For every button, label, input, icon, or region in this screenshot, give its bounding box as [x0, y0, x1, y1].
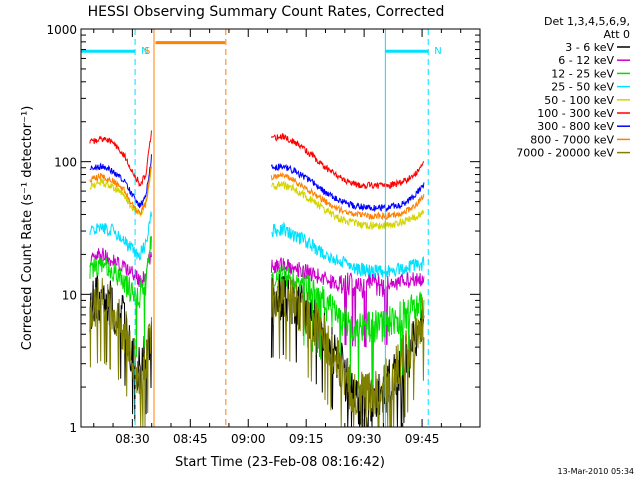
legend-entry: 3 - 6 keV: [565, 41, 630, 54]
x-tick-label: 09:30: [347, 432, 382, 446]
series-line-after-gap: [270, 171, 425, 221]
y-tick-label: 1000: [46, 23, 77, 37]
series-300-800-keV: [89, 154, 425, 213]
series-50-100-keV: [89, 167, 425, 231]
legend-header-2: Att 0: [604, 28, 630, 41]
legend-entry: 25 - 50 keV: [551, 81, 630, 94]
marker-label-3: S: [144, 46, 150, 57]
series-100-300-keV: [89, 130, 425, 190]
series-line-before-gap: [89, 154, 152, 209]
y-axis-label: Corrected Count Rate (s⁻¹ detector⁻¹): [20, 106, 35, 351]
legend-header-1: Det 1,3,4,5,6,9,: [544, 15, 630, 28]
plot-frame: [80, 28, 481, 428]
series-line-before-gap: [89, 277, 152, 427]
legend-entry: 300 - 800 keV: [537, 120, 630, 133]
x-axis-label: Start Time (23-Feb-08 08:16:42): [175, 455, 385, 470]
legend-entry: 12 - 25 keV: [551, 67, 630, 80]
y-tick-label: 1: [69, 421, 77, 435]
x-tick-label: 09:45: [405, 432, 440, 446]
chart-title: HESSI Observing Summary Count Rates, Cor…: [88, 4, 445, 20]
legend-entry-label: 12 - 25 keV: [551, 67, 614, 80]
legend-entry: 50 - 100 keV: [544, 94, 630, 107]
legend-entry-label: 100 - 300 keV: [537, 107, 614, 120]
legend-entry-label: 800 - 7000 keV: [530, 133, 614, 146]
series-7000-20000-keV: [89, 276, 425, 427]
series-line-before-gap: [89, 211, 152, 261]
legend-entry-label: 300 - 800 keV: [537, 120, 614, 133]
legend-entry-label: 6 - 12 keV: [558, 54, 614, 67]
marker-label-1: N: [434, 46, 441, 57]
legend-entry: 7000 - 20000 keV: [516, 147, 630, 160]
series-line-after-gap: [270, 257, 425, 348]
series-line-before-gap: [89, 130, 152, 188]
legend-entry-label: 3 - 6 keV: [565, 41, 614, 54]
series-line-after-gap: [270, 276, 425, 427]
series-line-after-gap: [271, 221, 425, 279]
series-line-after-gap: [271, 180, 425, 231]
marker-label-0: N: [141, 46, 148, 57]
y-tick-label: 100: [54, 156, 77, 170]
x-tick-label: 08:45: [173, 432, 208, 446]
x-tick-label: 09:15: [289, 432, 324, 446]
series-line-before-gap: [89, 236, 152, 358]
series-line-after-gap: [270, 264, 425, 390]
x-tick-label: 09:00: [231, 432, 266, 446]
series-25-50-keV: [89, 211, 425, 279]
legend-entry: 100 - 300 keV: [537, 107, 630, 120]
series-line-before-gap: [89, 165, 152, 216]
legend-entry: 6 - 12 keV: [558, 54, 630, 67]
series-line-after-gap: [270, 133, 425, 190]
legend-entry-label: 25 - 50 keV: [551, 81, 614, 94]
x-tick-label: 08:30: [115, 432, 150, 446]
legend-entry-label: 50 - 100 keV: [544, 94, 614, 107]
series-800-7000-keV: [89, 165, 425, 221]
legend-entry-label: 7000 - 20000 keV: [516, 147, 614, 160]
series-12-25-keV: [89, 236, 425, 390]
legend-entry: 800 - 7000 keV: [530, 133, 630, 146]
y-tick-label: 10: [62, 288, 77, 302]
footer-timestamp: 13-Mar-2010 05:34: [558, 467, 635, 476]
series-line-after-gap: [270, 163, 425, 213]
